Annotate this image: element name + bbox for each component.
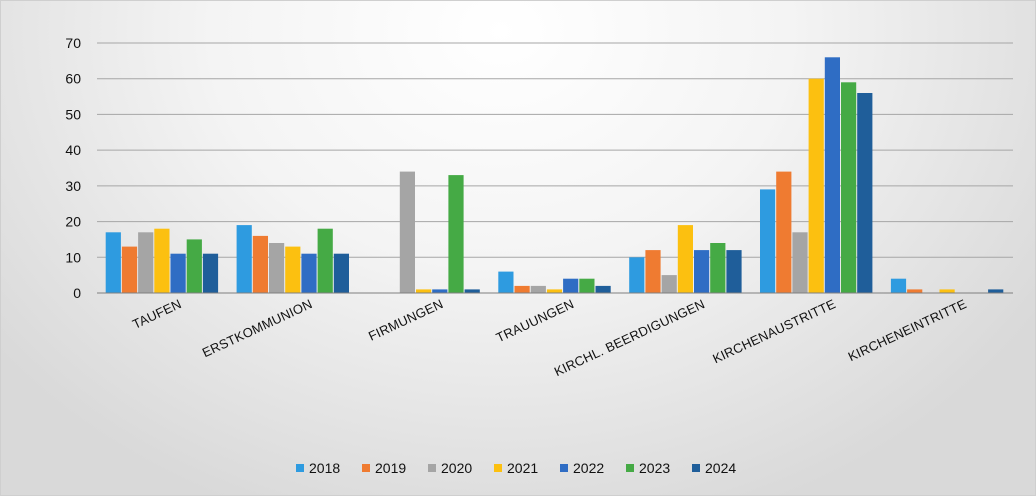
- legend-label: 2021: [507, 460, 538, 476]
- legend-swatch: [560, 464, 568, 472]
- y-tick-label: 70: [65, 35, 81, 51]
- bar-2022-1: [301, 253, 317, 293]
- category-label: TAUFEN: [130, 296, 184, 332]
- bar-2024-3: [595, 285, 611, 293]
- bar-2021-1: [285, 246, 301, 293]
- legend-label: 2020: [441, 460, 472, 476]
- bar-2018-3: [498, 271, 514, 293]
- legend-item-2024: 2024: [692, 460, 736, 476]
- legend-item-2021: 2021: [494, 460, 538, 476]
- bar-2021-2: [416, 289, 432, 293]
- bars: [105, 57, 1004, 293]
- bar-2020-5: [792, 232, 808, 293]
- bar-2022-4: [694, 250, 710, 293]
- bar-2024-1: [333, 253, 349, 293]
- category-label: TRAUUNGEN: [494, 296, 577, 345]
- bar-2019-5: [776, 171, 792, 293]
- y-axis-ticks: 0 10 20 30 40 50 60 70: [65, 35, 81, 301]
- bar-2023-3: [579, 278, 595, 293]
- legend-label: 2018: [309, 460, 340, 476]
- bar-2024-6: [988, 289, 1004, 293]
- bar-2019-1: [252, 235, 268, 293]
- category-label: FIRMUNGEN: [366, 296, 445, 344]
- legend: 2018 2019 2020 2021 2022 2023 2024: [296, 460, 736, 476]
- y-tick-label: 0: [73, 285, 81, 301]
- bar-2022-2: [432, 289, 448, 293]
- y-tick-label: 20: [65, 214, 81, 230]
- bar-2018-6: [890, 278, 907, 293]
- bar-2021-5: [808, 78, 824, 293]
- bar-2021-0: [154, 228, 170, 293]
- legend-item-2020: 2020: [428, 460, 472, 476]
- bar-2020-4: [661, 275, 677, 293]
- bar-2021-3: [546, 289, 563, 293]
- bar-2021-4: [677, 225, 693, 293]
- legend-label: 2022: [573, 460, 604, 476]
- legend-swatch: [494, 464, 502, 472]
- legend-item-2018: 2018: [296, 460, 340, 476]
- bar-2018-5: [760, 189, 776, 293]
- category-label: KIRCHENEINTRITTE: [846, 296, 969, 364]
- y-tick-label: 50: [65, 106, 81, 122]
- bar-2018-1: [236, 225, 252, 293]
- bar-2020-2: [399, 171, 415, 293]
- bar-2023-1: [317, 228, 333, 293]
- legend-item-2022: 2022: [560, 460, 604, 476]
- bar-2022-3: [563, 278, 579, 293]
- bar-2020-3: [530, 285, 546, 293]
- bar-2024-5: [857, 93, 873, 293]
- bar-2018-0: [105, 232, 121, 293]
- bar-2020-1: [269, 243, 285, 293]
- legend-swatch: [692, 464, 700, 472]
- legend-item-2023: 2023: [626, 460, 670, 476]
- legend-label: 2024: [705, 460, 736, 476]
- category-label: KIRCHENAUSTRITTE: [710, 296, 838, 366]
- y-tick-label: 30: [65, 178, 81, 194]
- bar-2022-5: [824, 57, 840, 293]
- legend-label: 2019: [375, 460, 406, 476]
- grid-lines: [97, 42, 1013, 258]
- bar-2023-0: [186, 239, 202, 293]
- bar-2019-6: [907, 289, 923, 293]
- category-labels: TAUFEN ERSTKOMMUNION FIRMUNGEN TRAUUNGEN KIR…: [130, 296, 969, 379]
- legend-swatch: [296, 464, 304, 472]
- bar-2024-4: [726, 250, 742, 293]
- bar-2023-5: [841, 82, 857, 293]
- bar-2023-4: [710, 243, 726, 293]
- bar-2019-4: [645, 250, 661, 293]
- legend-swatch: [362, 464, 370, 472]
- legend-swatch: [626, 464, 634, 472]
- bar-2018-4: [629, 257, 645, 293]
- category-label: ERSTKOMMUNION: [200, 296, 315, 360]
- bar-2024-0: [202, 253, 219, 293]
- y-tick-label: 10: [65, 249, 81, 265]
- y-tick-label: 40: [65, 142, 81, 158]
- y-tick-label: 60: [65, 71, 81, 87]
- bar-2021-6: [939, 289, 955, 293]
- legend-item-2019: 2019: [362, 460, 406, 476]
- bar-2024-2: [464, 289, 480, 293]
- legend-label: 2023: [639, 460, 670, 476]
- bar-2019-3: [514, 285, 530, 293]
- bar-2019-0: [121, 246, 138, 293]
- bar-2022-0: [170, 253, 186, 293]
- legend-swatch: [428, 464, 436, 472]
- bar-2023-2: [448, 175, 464, 293]
- bar-2020-0: [138, 232, 154, 293]
